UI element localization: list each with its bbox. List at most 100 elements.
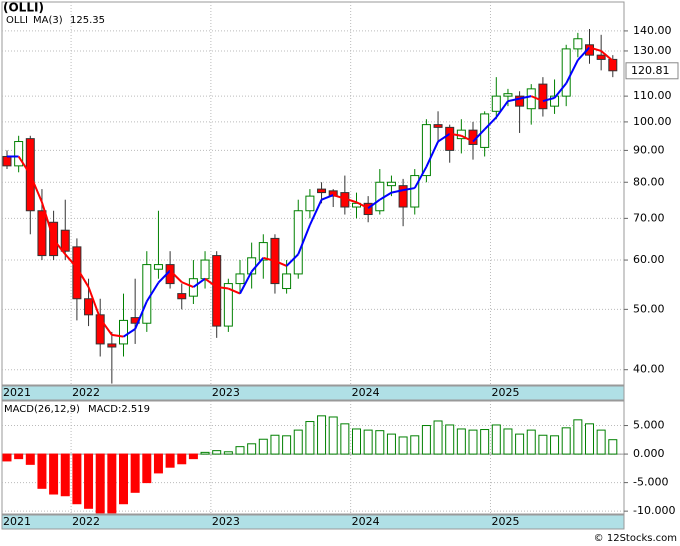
macd-bar (305, 421, 315, 455)
price-panel (1, 1, 625, 386)
ma-segment (181, 281, 194, 288)
ma-segment (227, 287, 241, 295)
x-tick-label: 2022 (72, 386, 100, 399)
ma-segment (145, 282, 160, 302)
ma-segment (216, 286, 229, 290)
candle-body (212, 255, 222, 327)
candle-body (550, 95, 560, 107)
ma-segment (321, 194, 334, 201)
macd-bar (491, 424, 501, 455)
ma-segment (367, 198, 381, 209)
candle-body (60, 229, 70, 252)
macd-bar (480, 429, 490, 455)
y-tick-label: -10.000 (633, 504, 675, 517)
ma-segment (297, 224, 311, 255)
macd-panel (1, 400, 625, 515)
candle-body (317, 188, 327, 194)
candle-body (2, 155, 12, 167)
ma-segment (519, 95, 532, 100)
macd-bar (608, 439, 618, 455)
ma-segment (483, 116, 498, 131)
x-tick-label: 2021 (3, 386, 31, 399)
y-tick-label: 90.00 (633, 143, 665, 156)
ma-segment (379, 191, 392, 201)
y-tick-label: 130.00 (633, 44, 672, 57)
candle-body (596, 54, 606, 60)
macd-bar (72, 453, 82, 505)
ma-segment (29, 174, 43, 203)
legend-ma: MA(3) (33, 15, 63, 26)
y-tick-label: -5.000 (633, 476, 668, 489)
ma-segment (356, 201, 369, 210)
macd-bar (119, 453, 128, 505)
candle-body (282, 273, 292, 290)
macd-bar (130, 453, 140, 493)
ma-segment (40, 201, 55, 240)
ma-segment (99, 318, 113, 336)
macd-bar (340, 423, 350, 455)
macd-bar (317, 415, 327, 455)
macd-bar (573, 419, 583, 455)
y-tick-label: 110.00 (633, 89, 672, 102)
candle-body (526, 88, 536, 110)
candle-body (375, 181, 385, 212)
candle-body (573, 38, 583, 50)
candle-body (561, 48, 571, 97)
candle-body (433, 124, 443, 128)
ma-segment (472, 128, 486, 143)
macd-bar (188, 453, 198, 460)
macd-bar (468, 429, 478, 455)
macd-legend: MACD:2.519 (88, 404, 150, 415)
macd-bar (433, 420, 443, 455)
macd-bar (247, 443, 257, 455)
macd-bar (386, 433, 396, 455)
ma-segment (542, 96, 555, 103)
ma-segment (111, 333, 124, 338)
candle-body (515, 95, 525, 107)
ma-segment (553, 82, 567, 99)
candle-body (37, 210, 47, 257)
y-tick-label: 60.00 (633, 253, 665, 266)
candle-body (608, 58, 618, 72)
macd-bar (49, 453, 59, 495)
candle-body (153, 264, 163, 270)
macd-title: MACD(26,12,9) (4, 404, 80, 415)
candle-body (177, 293, 187, 300)
ma-segment (52, 239, 67, 255)
macd-bar (596, 429, 606, 455)
macd-bar (550, 435, 560, 455)
ma-segment (308, 199, 323, 226)
macd-bar (14, 453, 24, 460)
macd-bar (363, 429, 373, 455)
ma-segment (449, 132, 462, 137)
candle-body (503, 93, 513, 97)
y-tick-label: 100.00 (633, 115, 672, 128)
x-tick-label: 2021 (3, 515, 31, 528)
macd-bar (107, 453, 117, 514)
macd-bar (456, 428, 466, 455)
macd-bar (503, 428, 513, 455)
ma-segment (274, 260, 287, 267)
macd-bar (84, 453, 94, 509)
macd-bar (142, 453, 152, 484)
macd-bar (235, 446, 245, 455)
x-tick-label: 2024 (352, 386, 380, 399)
x-tick-label: 2023 (212, 515, 240, 528)
macd-bar (153, 453, 163, 474)
y-tick-label: 40.00 (633, 363, 665, 376)
macd-bar (37, 453, 47, 489)
ma-segment (577, 46, 591, 61)
macd-bar (561, 427, 571, 455)
ma-segment (157, 269, 171, 284)
ma-segment (332, 194, 346, 200)
candle-body (119, 319, 128, 345)
ma-segment (250, 257, 265, 273)
price-box (625, 62, 679, 80)
ma-segment (391, 189, 404, 194)
ma-segment (460, 134, 474, 143)
macd-bar (526, 429, 536, 455)
candle-body (235, 273, 245, 285)
ma-segment (495, 100, 509, 118)
ma-segment (239, 271, 253, 295)
candle-body (305, 195, 315, 212)
